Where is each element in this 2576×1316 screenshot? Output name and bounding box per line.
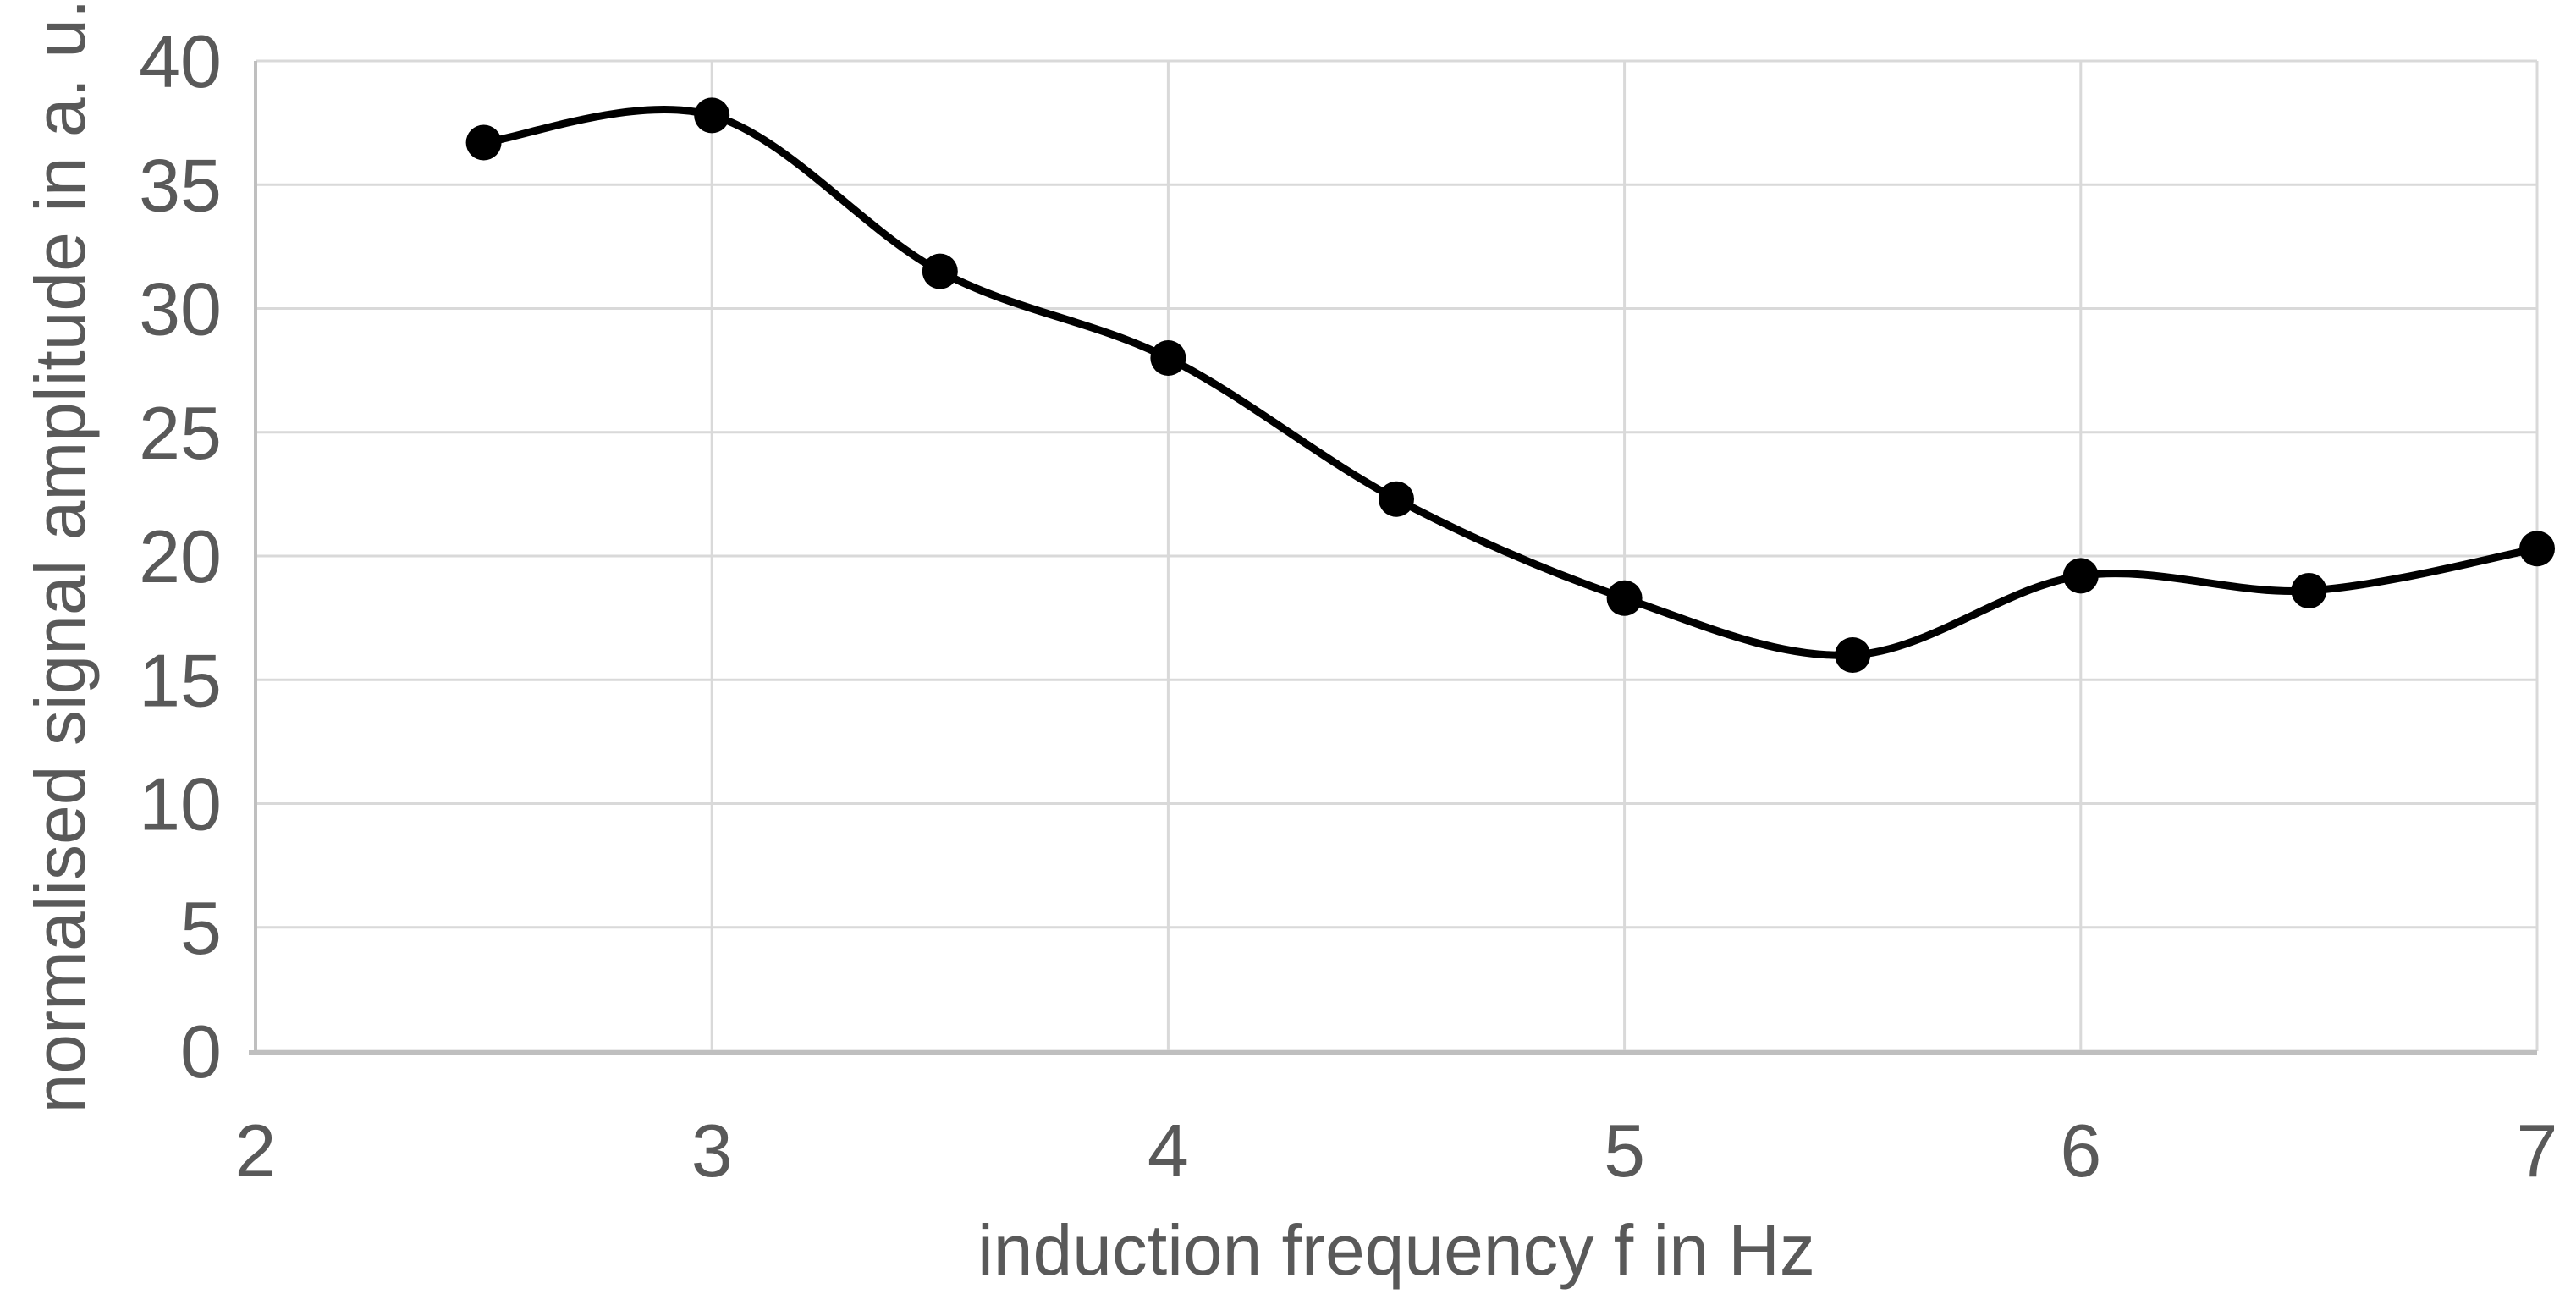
data-point-marker	[1835, 637, 1871, 673]
y-tick-label: 30	[139, 267, 222, 351]
y-tick-label: 5	[180, 886, 222, 970]
data-point-marker	[2062, 558, 2099, 594]
x-tick-label: 6	[2060, 1109, 2101, 1192]
x-tick-label: 5	[1604, 1109, 1645, 1192]
data-point-marker	[1606, 580, 1643, 616]
x-tick-labels: 2 3 4 5 6 7	[235, 1109, 2558, 1192]
y-tick-label: 25	[139, 391, 222, 475]
data-point-marker	[694, 97, 730, 134]
x-axis-title: induction frequency f in Hz	[977, 1210, 1815, 1290]
y-tick-label: 35	[139, 143, 222, 227]
gridlines	[254, 59, 2539, 1053]
series-line	[480, 105, 2541, 659]
y-axis-title: normalised signal amplitude in a. u.	[20, 0, 100, 1113]
y-tick-label: 10	[139, 763, 222, 846]
x-tick-label: 2	[235, 1109, 277, 1192]
axes	[249, 61, 2537, 1055]
x-tick-label: 4	[1148, 1109, 1189, 1192]
data-point-marker	[1150, 340, 1186, 376]
data-point-marker	[2519, 531, 2555, 567]
data-point-marker	[922, 253, 958, 289]
data-point-marker	[1379, 481, 1414, 517]
y-tick-label: 40	[139, 19, 222, 103]
x-tick-label: 3	[691, 1109, 733, 1192]
data-point-marker	[465, 124, 502, 161]
y-tick-labels: 0 5 10 15 20 25 30 35 40	[139, 19, 222, 1093]
y-tick-label: 20	[139, 515, 222, 598]
data-point-marker	[2291, 572, 2327, 608]
y-tick-label: 0	[180, 1010, 222, 1093]
x-tick-label: 7	[2517, 1109, 2558, 1192]
data-series	[465, 97, 2555, 673]
y-tick-label: 15	[139, 638, 222, 722]
